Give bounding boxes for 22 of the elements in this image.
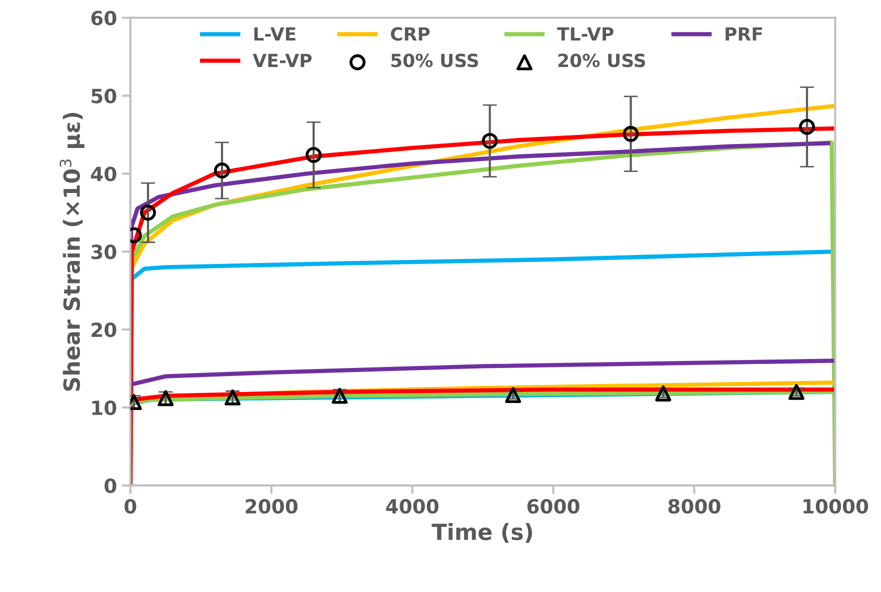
x-tick-label: 0 [124,498,136,514]
legend-label: 20% USS [558,54,646,68]
legend-label: 50% USS [391,54,478,68]
x-axis-title: Time (s) [432,523,532,543]
legend-label: PRF [726,27,762,41]
legend-label: L-VE [254,27,296,41]
y-tick-label: 60 [91,10,116,26]
x-tick-label: 2000 [246,498,298,514]
y-tick-label: 50 [92,88,116,104]
legend-label: CRP [390,27,430,41]
x-tick-label: 10000 [804,498,868,514]
y-tick-label: 0 [104,478,116,494]
y-tick-label: 20 [92,322,116,338]
legend-label: TL-VP [557,27,614,41]
y-tick-label: 30 [91,244,116,260]
y-tick-label: 40 [91,166,116,182]
x-tick-label: 4000 [386,498,438,514]
y-axis-title: Shear Strain (×10$^{3}$ με) [60,112,84,391]
legend-label: VE-VP [252,54,312,68]
y-tick-label: 10 [92,400,116,416]
x-tick-label: 8000 [668,498,720,514]
x-tick-label: 6000 [527,498,580,514]
